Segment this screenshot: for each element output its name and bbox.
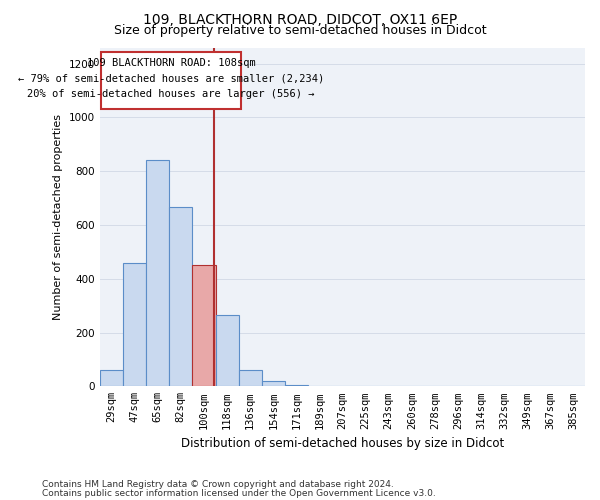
- Text: ← 79% of semi-detached houses are smaller (2,234): ← 79% of semi-detached houses are smalle…: [18, 74, 324, 84]
- Bar: [123, 262, 146, 386]
- Text: 109, BLACKTHORN ROAD, DIDCOT, OX11 6EP: 109, BLACKTHORN ROAD, DIDCOT, OX11 6EP: [143, 12, 457, 26]
- Bar: [193, 266, 215, 386]
- Bar: [239, 370, 262, 386]
- Y-axis label: Number of semi-detached properties: Number of semi-detached properties: [53, 114, 64, 320]
- Bar: [215, 315, 239, 386]
- Bar: [169, 208, 193, 386]
- Text: Contains public sector information licensed under the Open Government Licence v3: Contains public sector information licen…: [42, 488, 436, 498]
- Text: 109 BLACKTHORN ROAD: 108sqm: 109 BLACKTHORN ROAD: 108sqm: [86, 58, 256, 68]
- X-axis label: Distribution of semi-detached houses by size in Didcot: Distribution of semi-detached houses by …: [181, 437, 504, 450]
- Bar: [285, 385, 308, 386]
- Text: Size of property relative to semi-detached houses in Didcot: Size of property relative to semi-detach…: [113, 24, 487, 37]
- Text: 20% of semi-detached houses are larger (556) →: 20% of semi-detached houses are larger (…: [27, 89, 315, 99]
- Text: Contains HM Land Registry data © Crown copyright and database right 2024.: Contains HM Land Registry data © Crown c…: [42, 480, 394, 489]
- Bar: [100, 370, 123, 386]
- Bar: [146, 160, 169, 386]
- FancyBboxPatch shape: [101, 52, 241, 110]
- Bar: [262, 381, 285, 386]
